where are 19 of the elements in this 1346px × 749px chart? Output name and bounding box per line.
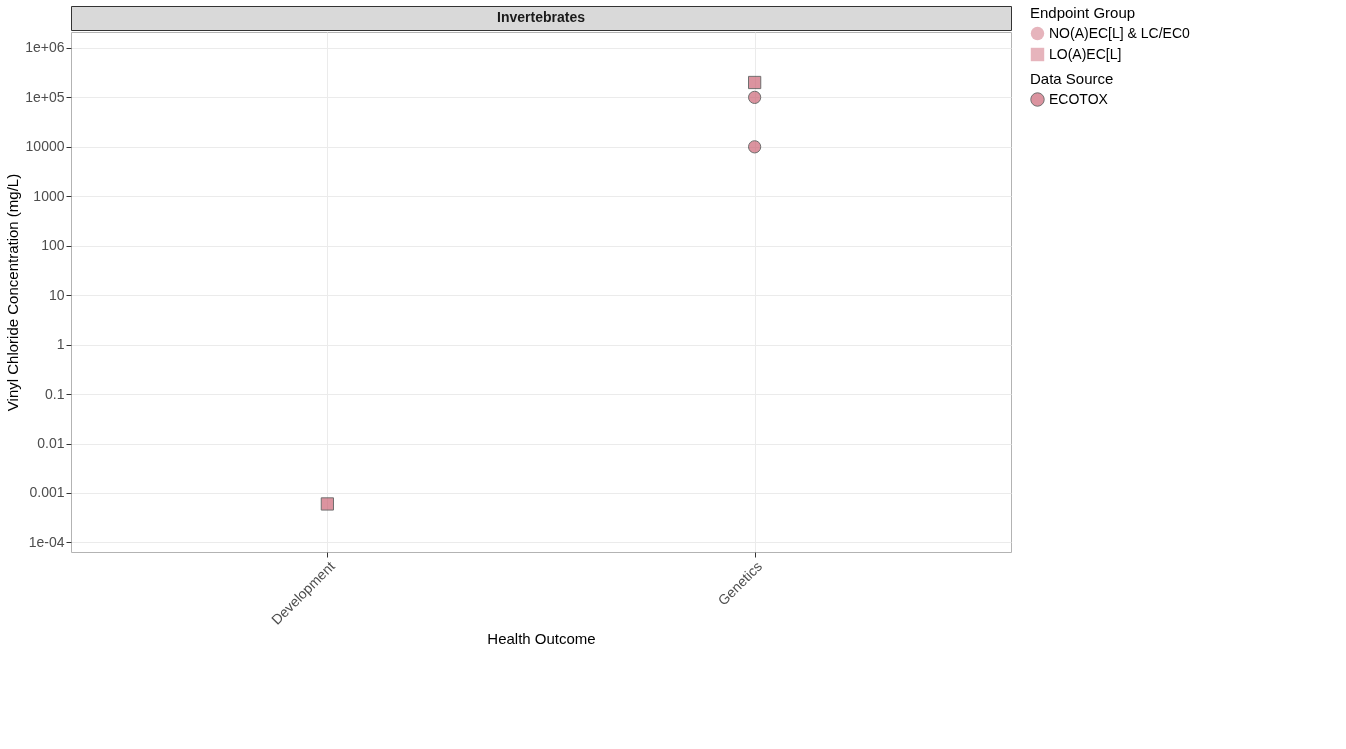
- y-axis-title: Vinyl Chloride Concentration (mg/L): [4, 173, 22, 412]
- y-tick-label: 100: [41, 237, 65, 254]
- text: Data Source: [1030, 70, 1114, 87]
- legend-title: Endpoint Group: [1030, 4, 1136, 21]
- y-tick-label: 0.01: [37, 435, 65, 452]
- y-tick-label: 1e-04: [28, 533, 65, 550]
- y-tick-label: 10000: [25, 138, 65, 155]
- legend-label: NO(A)EC[L] & LC/EC0: [1049, 24, 1191, 41]
- legend-label: LO(A)EC[L]: [1049, 45, 1122, 62]
- y-tick-label: 0.001: [29, 484, 65, 501]
- y-tick-label: 1e+06: [25, 39, 65, 56]
- y-tick-label: 0.1: [45, 385, 65, 402]
- chart-title: Invertebrates: [497, 9, 586, 25]
- text: ECOTOX: [1049, 90, 1109, 107]
- y-tick-label: 1e+05: [25, 88, 65, 105]
- y-tick-label: 1: [56, 336, 65, 353]
- x-axis-title: Health Outcome: [487, 629, 596, 647]
- y-tick-label: 1000: [33, 187, 65, 204]
- y-tick-label: 10: [48, 286, 65, 303]
